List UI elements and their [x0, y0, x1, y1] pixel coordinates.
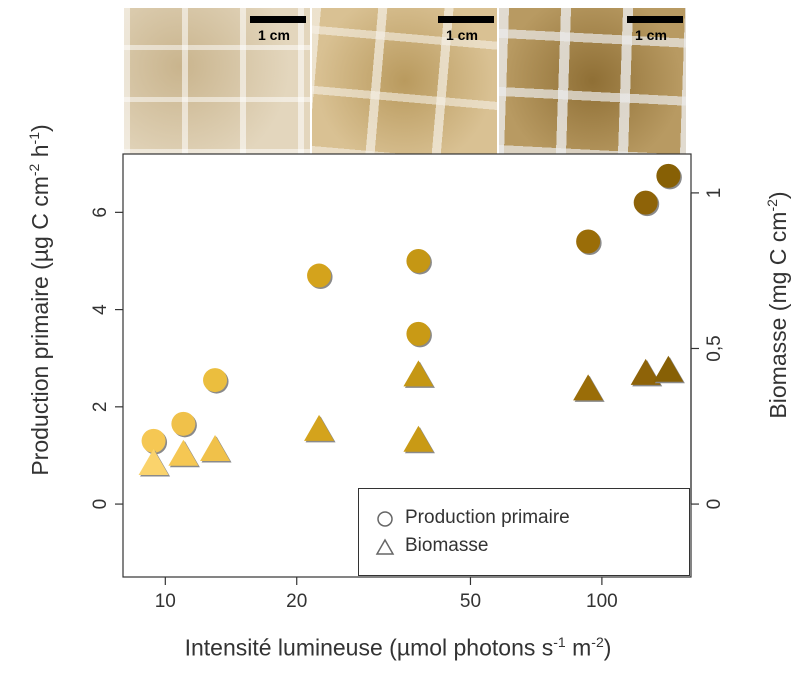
production-point	[406, 248, 431, 273]
production-point	[406, 321, 431, 346]
photo-high-light: 1 cm	[499, 8, 686, 154]
y2-axis-title: Biomasse (mg C cm-2)	[764, 191, 791, 419]
scale-bar	[627, 16, 683, 23]
biomasse-point	[200, 435, 231, 462]
production-point	[203, 368, 228, 393]
biomasse-point	[304, 414, 335, 441]
y2-tick-label: 0,5	[704, 335, 725, 361]
data-points	[138, 163, 685, 477]
scale-label: 1 cm	[635, 27, 667, 43]
production-point	[141, 428, 166, 453]
x-tick-label: 100	[586, 591, 618, 612]
triangle-marker-icon	[375, 538, 395, 555]
x-axis-title: Intensité lumineuse (µmol photons s-1 m-…	[184, 634, 612, 661]
y-tick-label: 4	[90, 304, 111, 315]
legend-label: Biomasse	[405, 535, 489, 556]
biomasse-point	[138, 449, 169, 476]
production-point	[633, 190, 658, 215]
legend-label: Production primaire	[405, 507, 570, 528]
y-axis-title: Production primaire (µg C cm-2 h-1)	[26, 124, 53, 476]
biomasse-point	[403, 425, 434, 452]
photo-mid-light: 1 cm	[312, 8, 497, 154]
y-axis-left: 0 2 4 6	[90, 207, 123, 509]
production-point	[307, 263, 332, 288]
x-axis: 10 20 50 100	[155, 577, 618, 612]
scale-bar	[250, 16, 306, 23]
production-point	[656, 163, 681, 188]
production-point	[576, 229, 601, 254]
legend: Production primaire Biomasse	[358, 488, 690, 576]
y2-tick-label: 0	[704, 499, 725, 510]
biomasse-point	[168, 439, 199, 466]
photo-low-light: 1 cm	[124, 8, 310, 154]
scale-label: 1 cm	[258, 27, 290, 43]
scale-bar	[438, 16, 494, 23]
circle-marker-icon	[377, 511, 393, 527]
biomasse-point	[630, 358, 661, 385]
x-tick-label: 20	[286, 591, 307, 612]
y-tick-label: 2	[90, 402, 111, 413]
x-tick-label: 10	[155, 591, 176, 612]
production-point	[171, 411, 196, 436]
y-tick-label: 6	[90, 207, 111, 218]
y-tick-label: 0	[90, 499, 111, 510]
biomasse-point	[573, 374, 604, 401]
biomasse-point	[653, 355, 684, 382]
biomasse-point	[403, 360, 434, 387]
y2-tick-label: 1	[704, 188, 725, 199]
x-tick-label: 50	[460, 591, 481, 612]
scale-label: 1 cm	[446, 27, 478, 43]
y-axis-right: 00,51	[690, 188, 725, 510]
